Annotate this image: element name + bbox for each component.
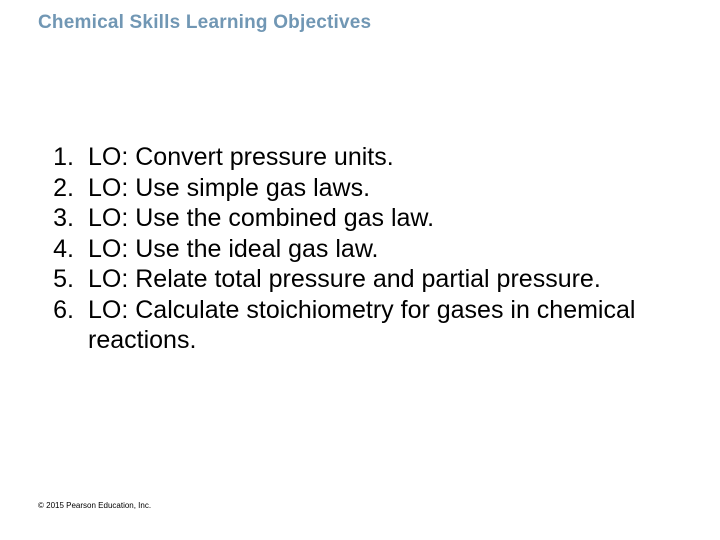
- copyright: © 2015 Pearson Education, Inc.: [38, 501, 151, 510]
- slide: Chemical Skills Learning Objectives LO: …: [0, 0, 720, 540]
- list-item: LO: Calculate stoichiometry for gases in…: [80, 295, 682, 356]
- list-item: LO: Use the ideal gas law.: [80, 234, 682, 265]
- list-item: LO: Use simple gas laws.: [80, 173, 682, 204]
- list-item: LO: Use the combined gas law.: [80, 203, 682, 234]
- objectives-list: LO: Convert pressure units. LO: Use simp…: [38, 142, 682, 356]
- page-title: Chemical Skills Learning Objectives: [38, 12, 682, 34]
- list-item: LO: Convert pressure units.: [80, 142, 682, 173]
- list-item: LO: Relate total pressure and partial pr…: [80, 264, 682, 295]
